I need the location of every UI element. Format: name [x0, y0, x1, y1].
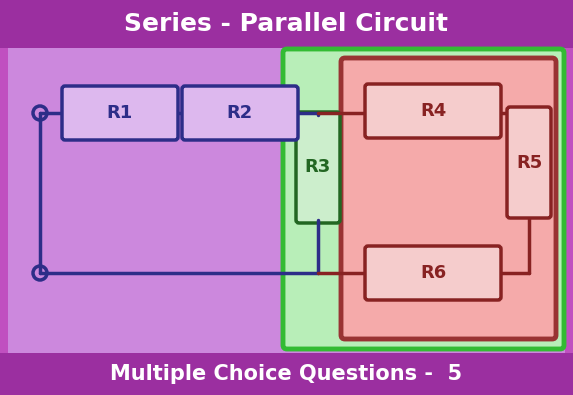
- FancyBboxPatch shape: [507, 107, 551, 218]
- Text: Series - Parallel Circuit: Series - Parallel Circuit: [124, 12, 449, 36]
- Text: R2: R2: [227, 104, 253, 122]
- FancyBboxPatch shape: [283, 49, 564, 349]
- Text: R6: R6: [420, 264, 446, 282]
- Bar: [0, 0, 573, 48]
- FancyBboxPatch shape: [182, 86, 298, 140]
- FancyBboxPatch shape: [341, 58, 556, 339]
- Text: R5: R5: [516, 154, 542, 171]
- Text: Multiple Choice Questions -  5: Multiple Choice Questions - 5: [111, 364, 462, 384]
- FancyBboxPatch shape: [365, 246, 501, 300]
- Text: R3: R3: [305, 158, 331, 177]
- FancyBboxPatch shape: [62, 86, 178, 140]
- Bar: [0, 353, 573, 395]
- Text: R4: R4: [420, 102, 446, 120]
- FancyBboxPatch shape: [365, 84, 501, 138]
- Text: R1: R1: [107, 104, 133, 122]
- FancyBboxPatch shape: [296, 112, 340, 223]
- Bar: [8, 48, 565, 353]
